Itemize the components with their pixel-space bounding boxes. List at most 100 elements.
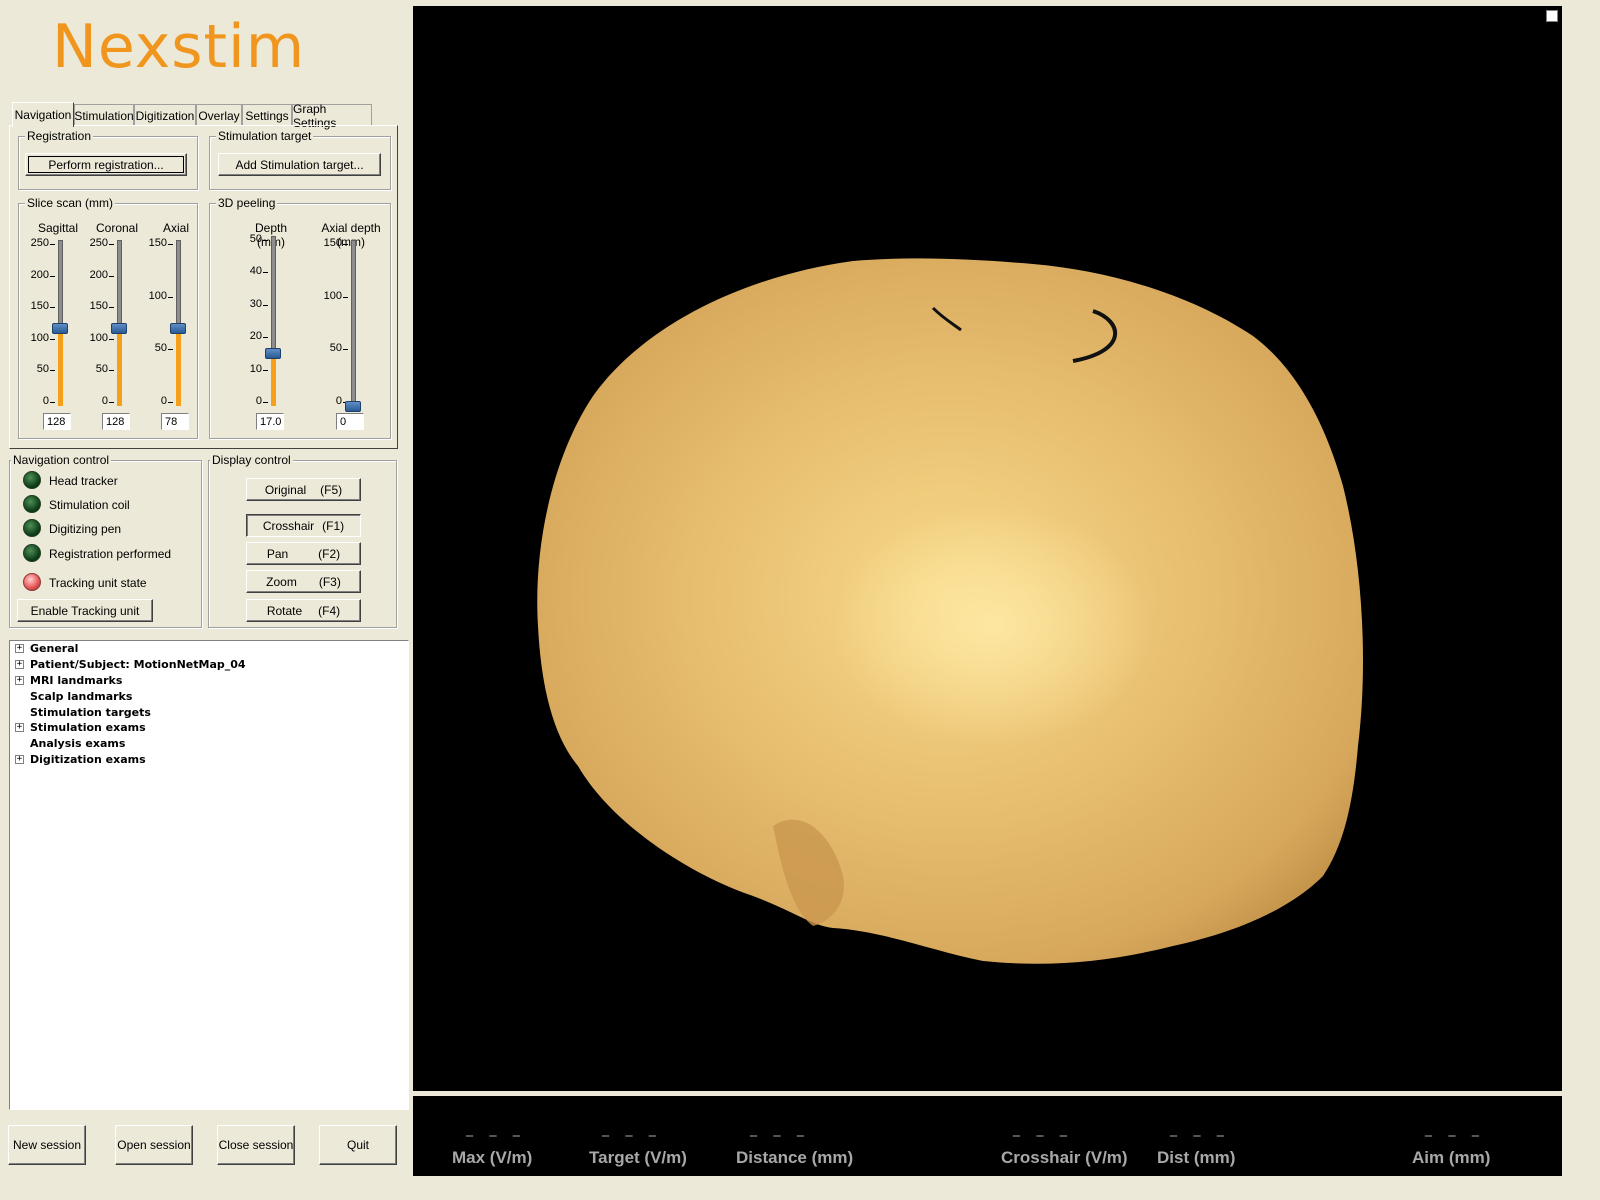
crosshair-value: _ _ _ [1013, 1121, 1073, 1137]
sagittal-thumb[interactable] [52, 323, 68, 334]
coronal-tick-label: 250 [89, 237, 108, 249]
tab-digitization[interactable]: Digitization [134, 104, 196, 126]
depth-tick-label: 20 [249, 330, 262, 343]
tree-item-general[interactable]: General [30, 642, 79, 655]
aim-label: Aim (mm) [1412, 1148, 1491, 1167]
crosshair-label: Crosshair (V/m) [1001, 1148, 1128, 1167]
crosshair-mode-button[interactable]: Crosshair (F1) [246, 514, 361, 537]
display-control-group: Display control [208, 453, 397, 628]
sagittal-tick [50, 402, 55, 403]
add-stimulation-target-button[interactable]: Add Stimulation target... [218, 153, 381, 176]
sagittal-tick-label: 150 [30, 300, 49, 313]
registration-group: Registration [18, 129, 198, 190]
coronal-thumb[interactable] [111, 323, 127, 334]
expand-stimulation-exams-icon[interactable]: + [15, 722, 24, 732]
tracking-unit-state-led-icon [23, 573, 41, 591]
axial-depth-tick [343, 349, 348, 351]
tree-item-analysis-exams[interactable]: Analysis exams [30, 737, 126, 750]
depth-value-field[interactable]: 17.0 [256, 413, 284, 430]
tab-stimulation[interactable]: Stimulation [74, 104, 134, 126]
tree-item-digitization-exams[interactable]: Digitization exams [30, 753, 146, 766]
view-restore-icon[interactable] [1546, 10, 1558, 22]
coronal-value-field[interactable]: 128 [102, 413, 130, 430]
digitizing-pen-label: Digitizing pen [49, 522, 122, 536]
tree-item-stimulation-targets[interactable]: Stimulation targets [30, 706, 151, 719]
expand-mri-landmarks-icon[interactable]: + [15, 675, 24, 685]
sagittal-tick-label: 50 [36, 363, 49, 376]
axial-value-field[interactable]: 78 [161, 413, 189, 430]
registration-performed-label: Registration performed [49, 547, 172, 561]
depth-tick [263, 402, 268, 403]
pan-mode-button[interactable]: Pan (F2) [246, 542, 361, 565]
session-tree[interactable]: + General + Patient/Subject: MotionNetMa… [9, 640, 409, 1110]
tree-item-patient[interactable]: Patient/Subject: MotionNetMap_04 [30, 658, 246, 671]
expand-general-icon[interactable]: + [15, 643, 24, 653]
aim-value: _ _ _ [1425, 1121, 1485, 1137]
stimulation-target-group-label: Stimulation target [216, 129, 314, 143]
coronal-label: Coronal [95, 221, 139, 235]
nexstim-logo: Nexstim [52, 12, 352, 82]
axial-tick [168, 402, 173, 403]
expand-digitization-exams-icon[interactable]: + [15, 754, 24, 764]
depth-tick [263, 337, 268, 339]
navigation-control-group: Navigation control [9, 453, 202, 628]
tab-overlay[interactable]: Overlay [196, 104, 242, 126]
depth-tick-label: 50 [249, 233, 262, 245]
perform-registration-button[interactable]: Perform registration... [25, 153, 187, 176]
target-label: Target (V/m) [589, 1148, 687, 1167]
navigation-control-group-label: Navigation control [11, 453, 112, 467]
sagittal-value-field[interactable]: 128 [43, 413, 71, 430]
tab-settings[interactable]: Settings [242, 104, 292, 126]
depth-tick [263, 272, 268, 274]
max-label: Max (V/m) [452, 1148, 533, 1167]
sagittal-label: Sagittal [37, 221, 79, 235]
target-value: _ _ _ [602, 1121, 662, 1137]
3d-peeling-group-label: 3D peeling [216, 196, 278, 210]
depth-tick-label: 40 [249, 265, 262, 278]
axial-tick-label: 50 [154, 342, 167, 355]
open-session-button[interactable]: Open session [115, 1125, 193, 1165]
tab-navigation[interactable]: Navigation [12, 102, 74, 127]
sagittal-tick-label: 0 [42, 395, 49, 407]
coronal-tick [109, 370, 114, 372]
axial-tick [168, 244, 173, 245]
axial-tick-label: 100 [148, 289, 167, 302]
stimulation-target-group: Stimulation target [209, 129, 391, 190]
axial-thumb[interactable] [170, 323, 186, 334]
sagittal-fill [58, 328, 63, 406]
axial-depth-tick [343, 244, 348, 245]
depth-tick [263, 369, 268, 371]
digitizing-pen-led-icon [23, 519, 41, 537]
sagittal-tick [50, 338, 55, 340]
zoom-mode-button[interactable]: Zoom (F3) [246, 570, 361, 593]
sagittal-tick [50, 275, 55, 277]
sagittal-tick-label: 200 [30, 268, 49, 281]
axial-depth-track[interactable] [351, 240, 356, 406]
coronal-tick-label: 150 [89, 300, 108, 313]
registration-performed-led-icon [23, 544, 41, 562]
tree-item-stimulation-exams[interactable]: Stimulation exams [30, 721, 146, 734]
expand-patient-icon[interactable]: + [15, 659, 24, 669]
enable-tracking-unit-button[interactable]: Enable Tracking unit [17, 599, 153, 622]
rotate-mode-button[interactable]: Rotate (F4) [246, 599, 361, 622]
3d-head-view[interactable] [413, 6, 1562, 1091]
tab-graph-settings[interactable]: Graph Settings [292, 102, 372, 130]
sagittal-tick [50, 244, 55, 245]
depth-label: Depth (mm) [254, 221, 288, 249]
axial-depth-thumb[interactable] [345, 401, 361, 412]
display-control-group-label: Display control [210, 453, 293, 467]
new-session-button[interactable]: New session [8, 1125, 86, 1165]
close-session-button[interactable]: Close session [217, 1125, 295, 1165]
coronal-tick [109, 244, 114, 245]
axial-depth-value-field[interactable]: 0 [336, 413, 364, 430]
depth-tick-label: 10 [249, 362, 262, 375]
depth-thumb[interactable] [265, 348, 281, 359]
tree-item-mri-landmarks[interactable]: MRI landmarks [30, 674, 123, 687]
dist-value: _ _ _ [1170, 1121, 1230, 1137]
tree-item-scalp-landmarks[interactable]: Scalp landmarks [30, 690, 133, 703]
original-view-button[interactable]: Original (F5) [246, 478, 361, 501]
logo-text: Nexstim [52, 12, 306, 82]
head-tracker-led-icon [23, 471, 41, 489]
axial-tick [168, 349, 173, 351]
quit-button[interactable]: Quit [319, 1125, 397, 1165]
